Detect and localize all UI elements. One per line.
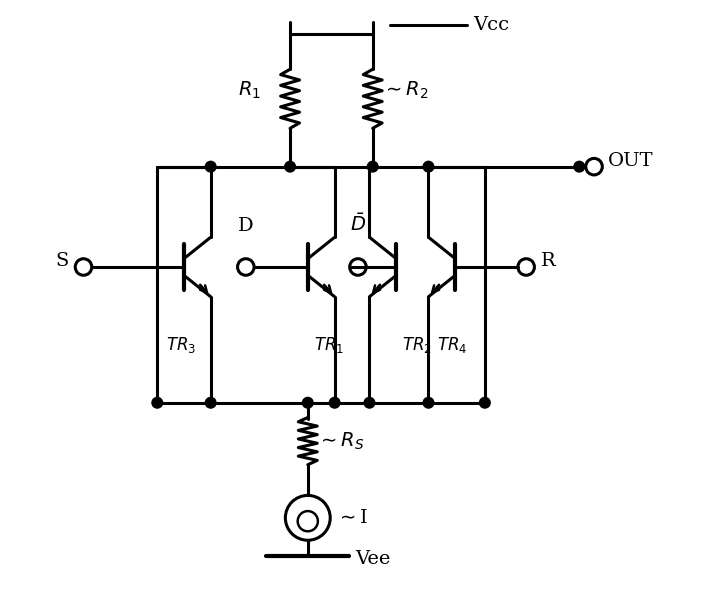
- Text: Vcc: Vcc: [473, 16, 509, 34]
- Circle shape: [152, 397, 163, 408]
- Text: $\bar{D}$: $\bar{D}$: [350, 213, 366, 234]
- Circle shape: [364, 397, 375, 408]
- Circle shape: [367, 161, 378, 172]
- Circle shape: [479, 397, 490, 408]
- Text: R: R: [541, 252, 556, 270]
- Circle shape: [574, 161, 584, 172]
- Circle shape: [423, 397, 434, 408]
- Text: $TR_2$: $TR_2$: [403, 335, 432, 355]
- Text: D: D: [238, 216, 253, 234]
- Circle shape: [205, 161, 216, 172]
- Text: $TR_3$: $TR_3$: [166, 335, 196, 355]
- Text: $TR_1$: $TR_1$: [314, 335, 344, 355]
- Text: Vee: Vee: [355, 550, 390, 568]
- Circle shape: [205, 397, 216, 408]
- Text: $\sim$$R_2$: $\sim$$R_2$: [381, 79, 428, 101]
- Circle shape: [423, 161, 434, 172]
- Text: $\sim$I: $\sim$I: [336, 509, 368, 527]
- Circle shape: [329, 397, 340, 408]
- Text: $TR_4$: $TR_4$: [437, 335, 468, 355]
- Circle shape: [285, 161, 295, 172]
- Circle shape: [302, 397, 313, 408]
- Text: OUT: OUT: [608, 152, 653, 170]
- Text: $R_1$: $R_1$: [238, 79, 261, 101]
- Text: S: S: [55, 252, 69, 270]
- Text: $\sim$$R_S$: $\sim$$R_S$: [317, 431, 364, 452]
